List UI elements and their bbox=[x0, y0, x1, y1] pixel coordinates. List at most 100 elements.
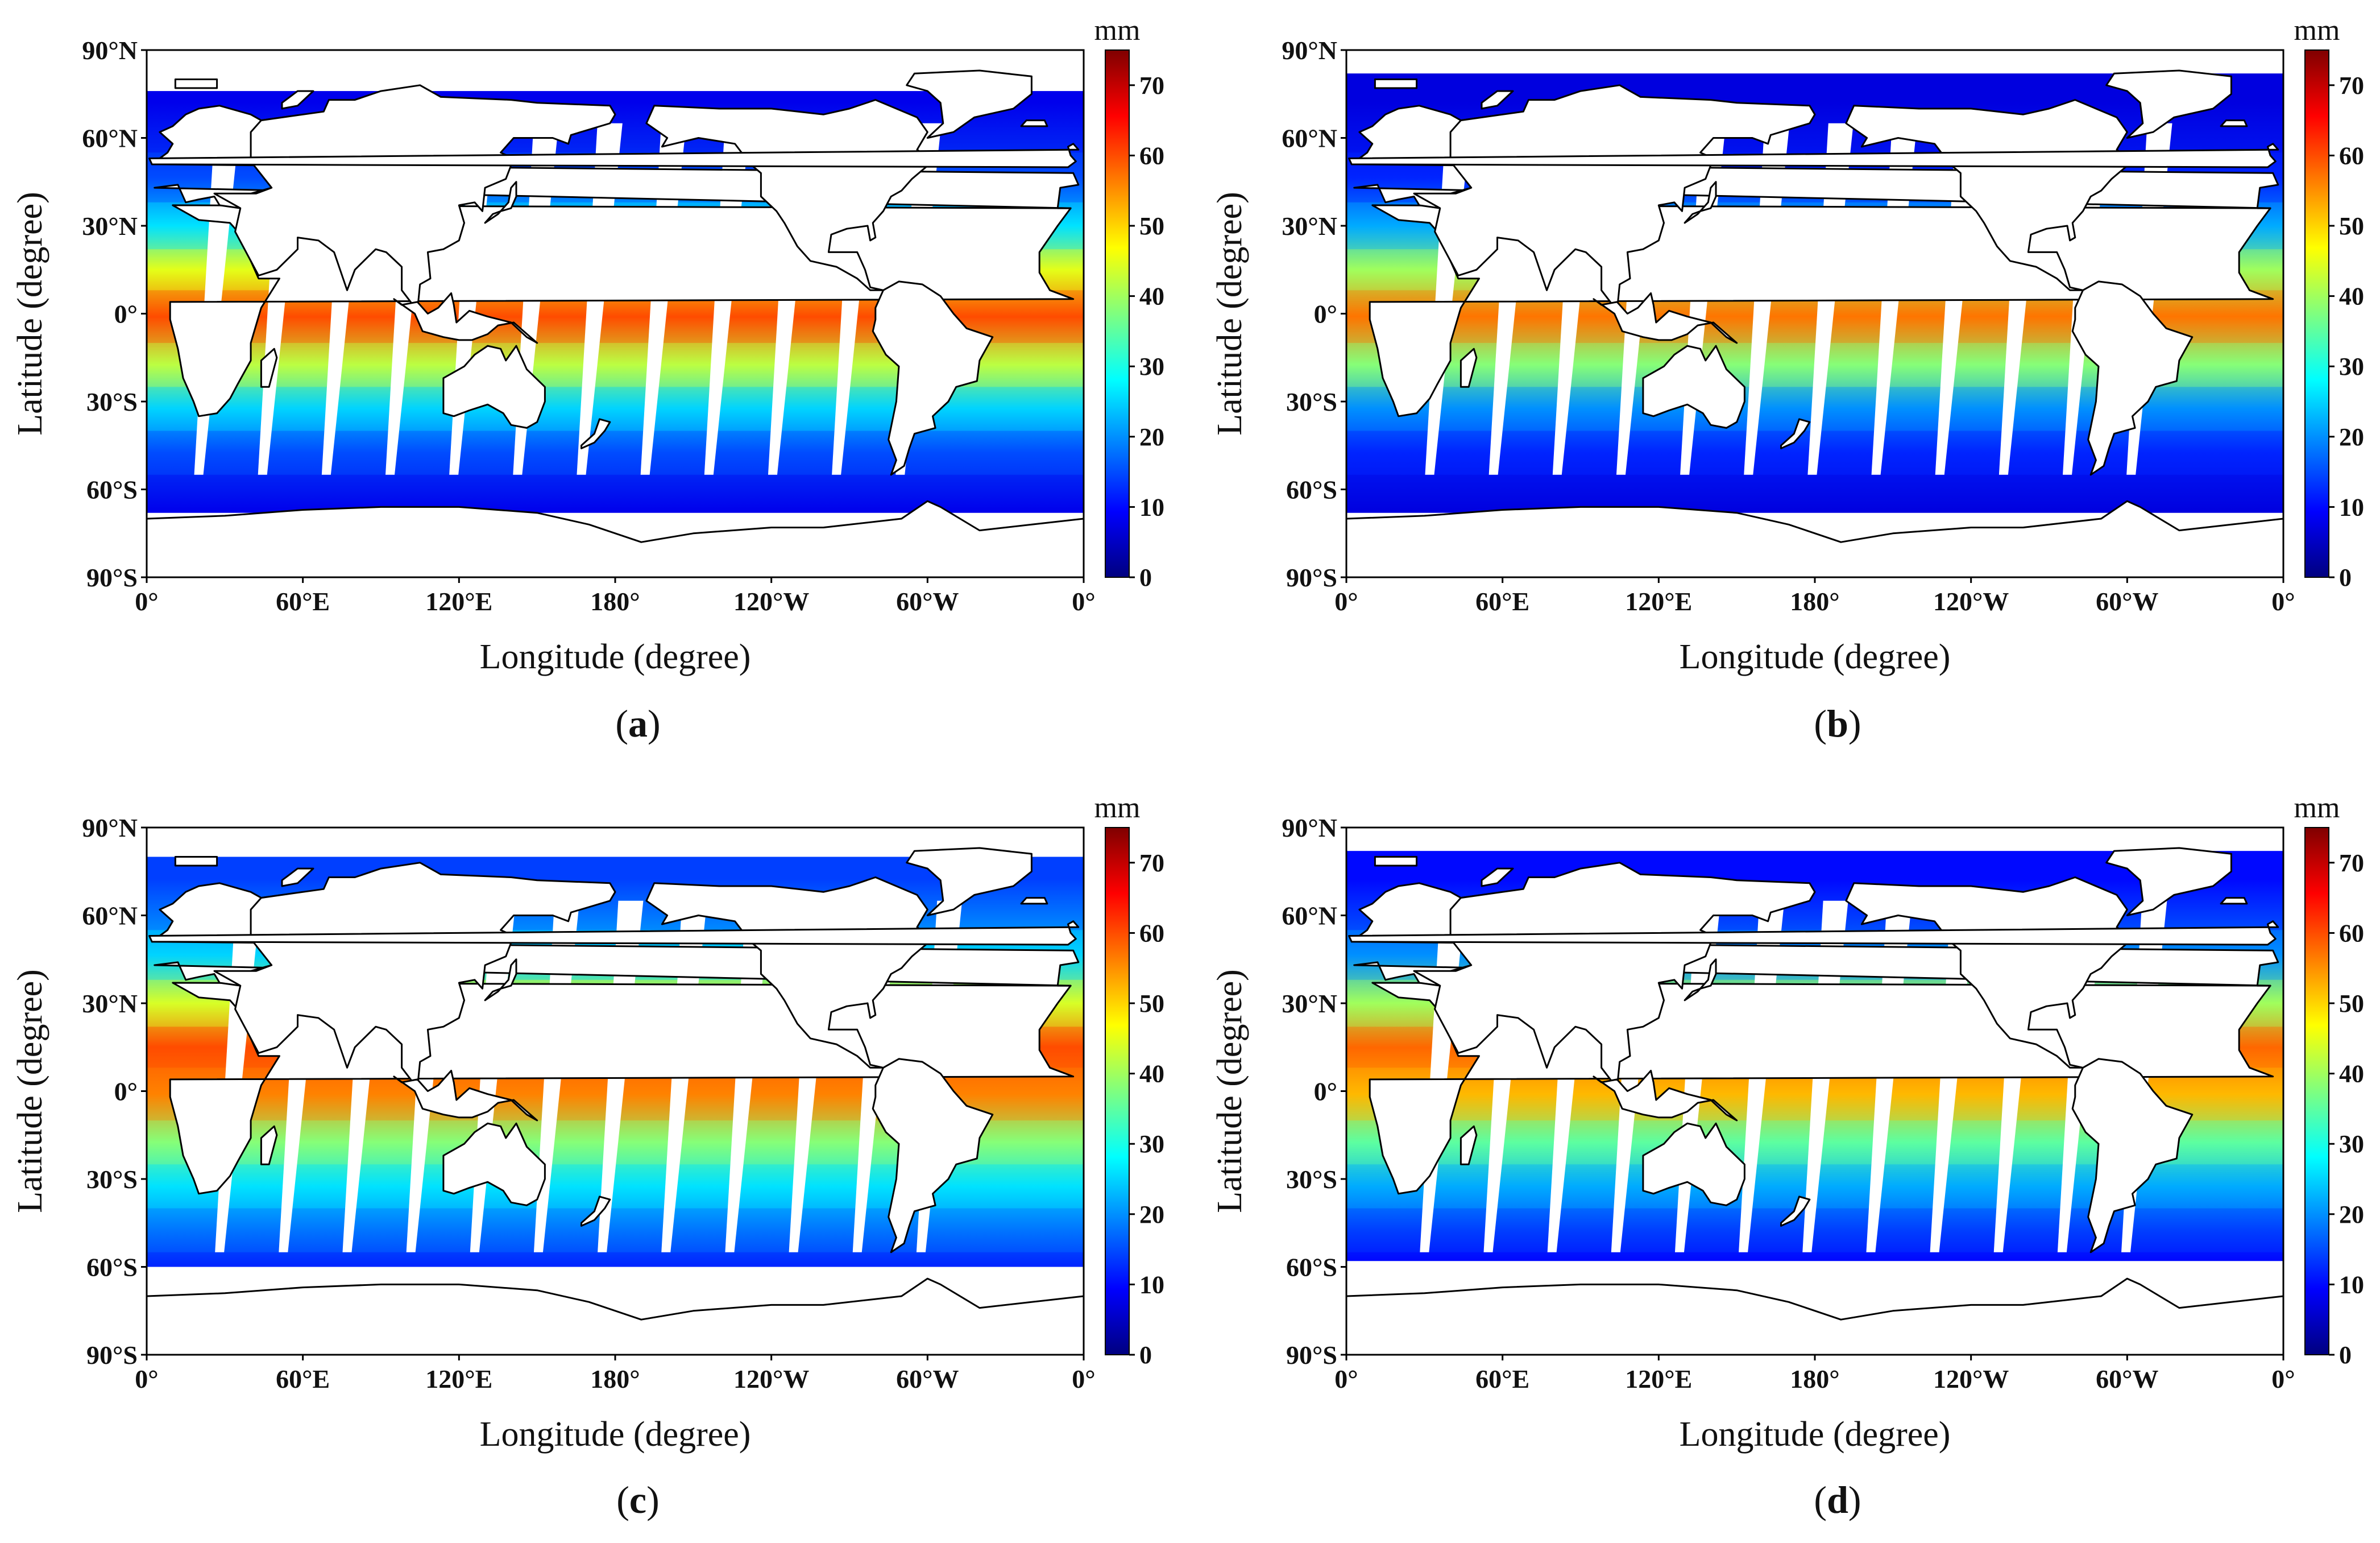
colorbar-unit: mm bbox=[1094, 14, 1141, 47]
y-tick-label: 60°S bbox=[1286, 1253, 1337, 1282]
zone-band-0 bbox=[147, 474, 1084, 513]
land-svalbard bbox=[174, 78, 218, 89]
x-tick-label: 120°E bbox=[425, 587, 492, 616]
land-madagascar bbox=[260, 348, 278, 388]
land-greenland bbox=[906, 847, 1033, 916]
land-south-america bbox=[872, 1058, 994, 1254]
land-antarctica bbox=[147, 500, 1084, 577]
y-tick-label: 90°N bbox=[82, 36, 138, 65]
y-tick-label: 90°S bbox=[86, 563, 138, 592]
colorbar bbox=[1105, 49, 1130, 578]
colorbar-tick-label: 40 bbox=[1139, 1060, 1164, 1088]
x-tick-label: 120°W bbox=[1933, 1364, 2009, 1393]
land-madagascar bbox=[260, 1125, 278, 1165]
x-tick-label: 180° bbox=[1790, 1364, 1839, 1393]
colorbar-tick-label: 70 bbox=[1139, 72, 1164, 100]
land-greenland bbox=[906, 69, 1033, 139]
colorbar-tick-label: 10 bbox=[1139, 493, 1164, 521]
y-axis-label: Latitude (degree) bbox=[1210, 969, 1249, 1213]
land-uk bbox=[1348, 143, 2279, 168]
x-tick-label: 0° bbox=[1334, 1364, 1358, 1393]
x-tick-label: 180° bbox=[590, 587, 640, 616]
x-axis-label: Longitude (degree) bbox=[480, 1415, 751, 1454]
y-tick-label: 30°N bbox=[1282, 212, 1337, 241]
colorbar-tick-label: 30 bbox=[1139, 1130, 1164, 1158]
land-japan bbox=[484, 181, 517, 224]
x-tick-label: 60°E bbox=[1475, 587, 1529, 616]
x-axis-label: Longitude (degree) bbox=[1680, 638, 1951, 676]
y-axis-label: Latitude (degree) bbox=[11, 969, 49, 1213]
colorbar-tick-label: 70 bbox=[2339, 849, 2364, 877]
colorbar-tick-label: 10 bbox=[1139, 1271, 1164, 1298]
panel-label: (c) bbox=[616, 1478, 660, 1521]
colorbar-tick-label: 20 bbox=[1139, 1201, 1164, 1228]
x-tick-label: 0° bbox=[1334, 587, 1358, 616]
colorbar-tick-label: 50 bbox=[2339, 212, 2364, 240]
x-axis-label: Longitude (degree) bbox=[1680, 1415, 1951, 1454]
colorbar-tick-label: 50 bbox=[1139, 990, 1164, 1017]
x-tick-label: 120°E bbox=[1625, 587, 1692, 616]
colorbar-tick-label: 60 bbox=[2339, 919, 2364, 947]
map-area bbox=[1346, 828, 2283, 1355]
land-indonesia bbox=[1593, 292, 1738, 344]
x-axis-label: Longitude (degree) bbox=[480, 638, 751, 676]
colorbar-tick-label: 60 bbox=[1139, 919, 1164, 947]
panel-d: 0° 60°E 120°E 180° 120°W 60°W 0° 90°N 60°N 30°N 0°… bbox=[1210, 792, 2364, 1521]
colorbar-tick-label: 40 bbox=[2339, 283, 2364, 311]
panel-a: 0° 60°E 120°E 180° 120°W 60°W 0° 90°N 60°N 30°N 0°… bbox=[11, 14, 1164, 745]
colorbar-tick-label: 0 bbox=[2339, 1341, 2352, 1369]
land-south-america bbox=[872, 280, 994, 476]
land-svalbard bbox=[174, 856, 218, 867]
x-tick-label: 0° bbox=[135, 587, 158, 616]
y-tick-label: 90°S bbox=[1286, 1341, 1337, 1370]
x-tick-label: 180° bbox=[590, 1364, 640, 1393]
land-indonesia bbox=[393, 1070, 538, 1122]
y-tick-label: 90°N bbox=[1282, 36, 1337, 65]
colorbar-tick-label: 50 bbox=[1139, 212, 1164, 240]
y-tick-label: 0° bbox=[114, 300, 138, 329]
y-tick-label: 30°S bbox=[1286, 387, 1337, 416]
land-uk bbox=[1348, 920, 2279, 946]
x-tick-label: 0° bbox=[1072, 587, 1095, 616]
zone-band-0 bbox=[1346, 474, 2283, 513]
y-axis-label: Latitude (degree) bbox=[1210, 192, 1249, 436]
colorbar-tick-label: 10 bbox=[2339, 493, 2364, 521]
land-novaya bbox=[1481, 867, 1514, 887]
y-tick-label: 60°S bbox=[86, 1253, 138, 1282]
colorbar-unit: mm bbox=[1094, 792, 1141, 824]
land-australia bbox=[442, 345, 546, 429]
colorbar-tick-label: 70 bbox=[1139, 849, 1164, 877]
land-nz bbox=[581, 418, 611, 449]
x-tick-label: 120°E bbox=[425, 1364, 492, 1393]
land-novaya bbox=[281, 90, 314, 110]
land-indonesia bbox=[1593, 1070, 1738, 1122]
y-tick-label: 0° bbox=[1314, 300, 1337, 329]
land-north-america bbox=[645, 99, 934, 291]
land-australia bbox=[1642, 345, 1745, 429]
land-novaya bbox=[281, 867, 314, 887]
colorbar-tick-label: 40 bbox=[2339, 1060, 2364, 1088]
colorbar-unit: mm bbox=[2294, 14, 2340, 47]
map-area bbox=[147, 50, 1084, 577]
land-asia bbox=[213, 84, 616, 312]
colorbar-tick-label: 30 bbox=[2339, 353, 2364, 380]
land-japan bbox=[484, 958, 517, 1002]
land-svalbard bbox=[1374, 78, 1418, 89]
land-indonesia bbox=[393, 292, 538, 344]
land-nz bbox=[1780, 1195, 1811, 1227]
x-tick-label: 60°W bbox=[2096, 587, 2158, 616]
panel-b: 0° 60°E 120°E 180° 120°W 60°W 0° 90°N 60°N 30°N 0°… bbox=[1210, 14, 2364, 745]
x-tick-label: 0° bbox=[135, 1364, 158, 1393]
map-area bbox=[1346, 50, 2283, 577]
x-tick-label: 120°W bbox=[733, 587, 809, 616]
y-tick-label: 0° bbox=[1314, 1077, 1337, 1106]
zone-band-0 bbox=[147, 1252, 1084, 1267]
y-tick-label: 60°N bbox=[1282, 124, 1337, 153]
y-tick-label: 30°N bbox=[82, 212, 138, 241]
land-madagascar bbox=[1459, 348, 1478, 388]
colorbar-tick-label: 10 bbox=[2339, 1271, 2364, 1298]
y-tick-label: 30°N bbox=[82, 989, 138, 1018]
y-tick-label: 60°S bbox=[86, 475, 138, 504]
colorbar-tick-label: 0 bbox=[1139, 564, 1152, 591]
